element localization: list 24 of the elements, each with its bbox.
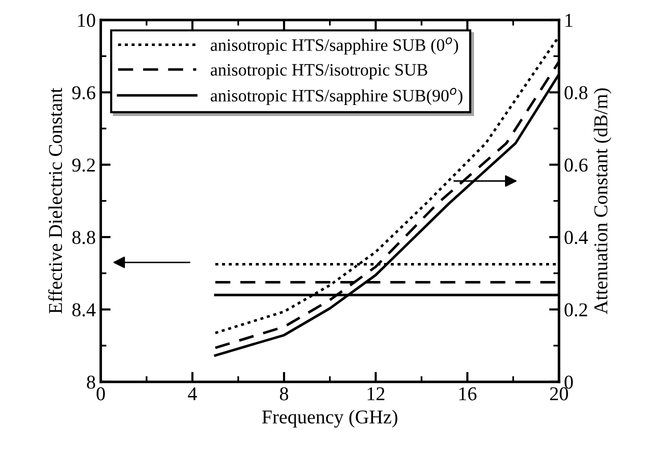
x-axis-title: Frequency (GHz) [262,410,398,428]
legend-label: anisotropic HTS/sapphire SUB(90$^{o}$) [210,88,462,106]
legend-label: anisotropic HTS/sapphire SUB (0$^{o}$) [210,37,458,54]
x-tick-label: 0 [96,387,105,400]
y2-tick-label: 0.8 [564,86,588,100]
y2-tick-label: 0.4 [564,230,588,244]
x-tick-label: 4 [188,387,197,400]
x-tick-label: 8 [280,387,288,400]
y-tick-label: 9.2 [72,158,95,172]
y2-axis-title: Attenuation Constant (dB/m) [594,88,612,314]
y2-tick-label: 1 [566,14,572,27]
y2-tick-label: 0.2 [564,303,588,316]
y-tick-label: 8.8 [72,230,96,244]
y-axis-title: Effective Dielectric Constant [48,88,62,314]
x-tick-label: 16 [459,387,476,400]
y-tick-label: 9.6 [72,86,96,100]
y-tick-label: 8 [86,376,96,389]
y2-tick-label: 0 [564,376,573,389]
y2-tick-label: 0.6 [564,158,588,172]
y-tick-label: 10 [78,14,96,27]
legend-label: anisotropic HTS/isotropic SUB [210,64,428,80]
y-tick-label: 8.4 [72,303,96,316]
x-tick-label: 12 [368,387,384,400]
x-tick-label: 20 [550,387,568,400]
